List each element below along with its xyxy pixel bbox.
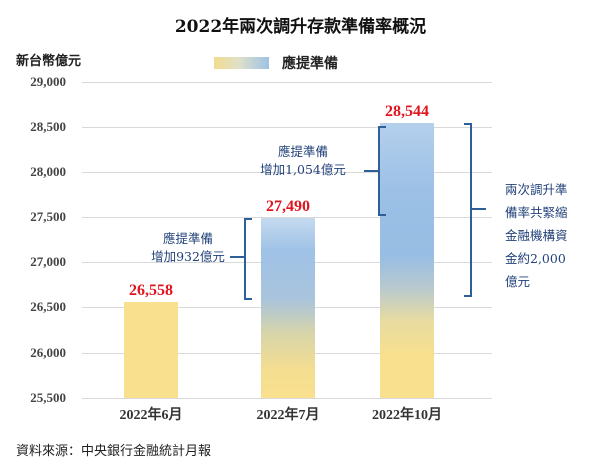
value-label: 27,490	[266, 198, 310, 215]
bracket-right	[464, 123, 472, 297]
bar-2022-07	[261, 218, 315, 398]
bracket-left	[244, 218, 252, 300]
gridline	[82, 217, 492, 218]
bracket-left	[378, 126, 386, 216]
annotation-line: 增加1,054億元	[260, 162, 346, 177]
x-tick: 2022年6月	[119, 408, 183, 423]
y-tick: 29,000	[30, 74, 66, 89]
legend-label: 應提準備	[282, 56, 338, 72]
bar-2022-06	[124, 302, 178, 398]
legend-swatch	[214, 57, 269, 69]
annotation-increase-1054: 應提準備 增加1,054億元	[248, 143, 358, 179]
gridline	[82, 82, 492, 83]
y-axis-unit-label: 新台幣億元	[16, 54, 82, 69]
y-tick: 26,500	[30, 299, 66, 314]
bracket-connector	[230, 256, 244, 258]
value-label: 26,558	[129, 282, 173, 299]
source-note: 資料來源：中央銀行金融統計月報	[16, 444, 212, 459]
bar-2022-10	[380, 123, 434, 398]
annotation-line: 金融機構資	[505, 228, 568, 243]
annotation-line: 應提準備	[277, 144, 328, 159]
y-tick: 26,000	[30, 345, 66, 360]
annotation-total-2000: 兩次調升準 備率共緊縮 金融機構資 金約2,000 億元	[505, 178, 595, 293]
y-tick: 27,500	[30, 209, 66, 224]
y-tick: 27,000	[30, 254, 66, 269]
gridline	[82, 127, 492, 128]
annotation-line: 兩次調升準	[505, 182, 568, 197]
y-tick: 25,500	[30, 390, 66, 405]
bracket-connector	[472, 208, 486, 210]
annotation-line: 金約2,000	[505, 251, 566, 266]
annotation-line: 應提準備	[162, 231, 213, 246]
x-tick: 2022年10月	[372, 408, 442, 423]
x-tick: 2022年7月	[256, 408, 320, 423]
annotation-line: 億元	[505, 274, 531, 289]
chart-title: 2022年兩次調升存款準備率概況	[174, 17, 427, 37]
annotation-line: 增加932億元	[151, 249, 225, 264]
y-tick: 28,000	[30, 164, 66, 179]
value-label: 28,544	[385, 103, 429, 120]
y-tick: 28,500	[30, 119, 66, 134]
x-axis-line	[82, 398, 492, 399]
annotation-increase-932: 應提準備 增加932億元	[138, 230, 238, 266]
bracket-connector	[364, 170, 378, 172]
annotation-line: 備率共緊縮	[505, 205, 568, 220]
gridline	[82, 172, 492, 173]
